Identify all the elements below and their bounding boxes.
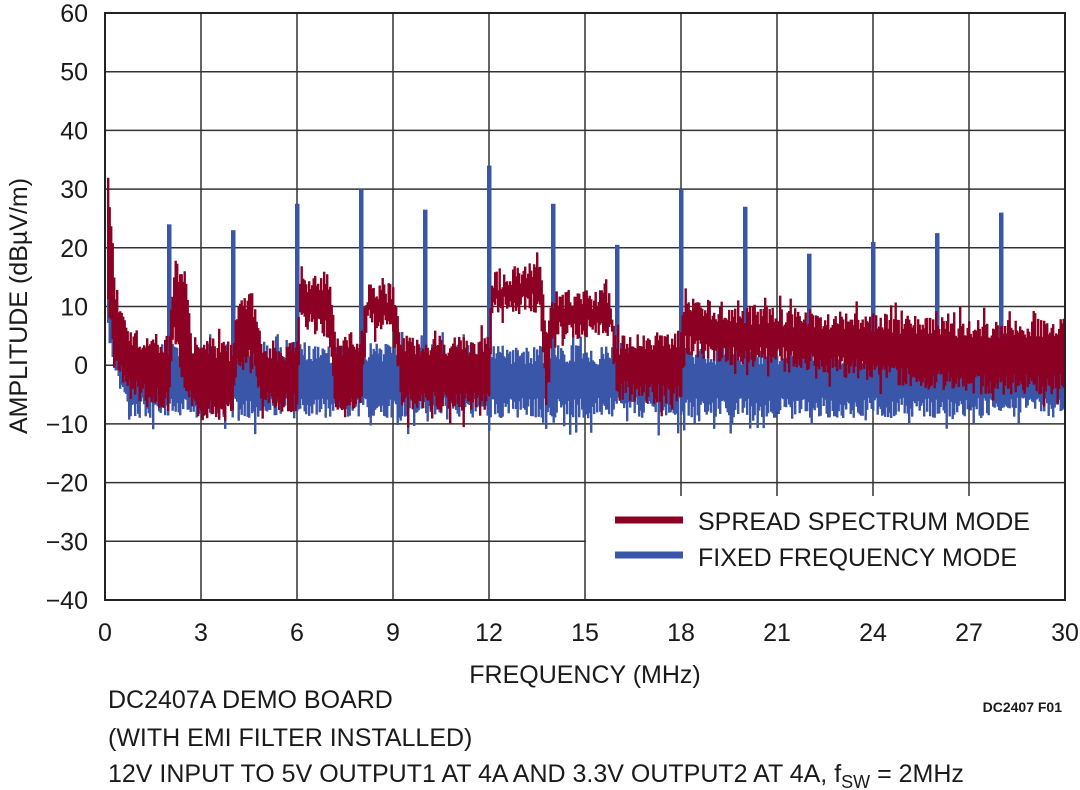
- legend-background: [586, 496, 1064, 599]
- harmonic-peak: [615, 244, 620, 366]
- note-line-3: 12V INPUT TO 5V OUTPUT1 AT 4A AND 3.3V O…: [108, 760, 964, 790]
- series-band: [107, 177, 1065, 428]
- x-tick-label: 27: [955, 619, 983, 647]
- harmonic-peak: [743, 206, 748, 366]
- harmonic-peak: [167, 224, 172, 366]
- harmonic-peak: [999, 212, 1004, 366]
- harmonic-peak: [231, 230, 236, 366]
- legend: SPREAD SPECTRUM MODE FIXED FREQUENCY MOD…: [586, 496, 1064, 599]
- x-tick-label: 15: [571, 619, 599, 647]
- x-tick-label: 0: [98, 619, 112, 647]
- x-tick-label: 21: [763, 619, 791, 647]
- legend-label-spread: SPREAD SPECTRUM MODE: [698, 508, 1030, 536]
- note-line-1: DC2407A DEMO BOARD: [108, 686, 393, 714]
- y-tick-label: 50: [60, 59, 88, 87]
- harmonic-peak: [935, 233, 940, 366]
- harmonic-peak: [679, 189, 684, 366]
- plot-frame: [104, 12, 1066, 601]
- x-axis-label: FREQUENCY (MHz): [469, 661, 700, 689]
- harmonic-peak: [487, 165, 492, 366]
- note-line-3-subscript: SW: [841, 772, 870, 790]
- figure-id: DC2407 F01: [983, 699, 1063, 715]
- x-tick-label: 6: [290, 619, 304, 647]
- y-tick-label: −30: [46, 528, 88, 556]
- plot-area: [107, 165, 1065, 436]
- tick-labels: 0 3 6 9 12 15 18 21 24 27 30 60 50 40 30 20 10 0 −10 −20 −30…: [46, 0, 1079, 647]
- y-tick-label: 0: [74, 352, 88, 380]
- y-tick-label: 30: [60, 176, 88, 204]
- legend-label-fixed: FIXED FREQUENCY MODE: [698, 544, 1017, 572]
- y-tick-label: −10: [46, 411, 88, 439]
- harmonic-peak: [551, 203, 556, 366]
- harmonic-peak: [295, 203, 300, 366]
- note-line-3-end: = 2MHz: [870, 760, 964, 788]
- x-tick-label: 12: [475, 619, 503, 647]
- x-tick-label: 24: [859, 619, 887, 647]
- y-axis-label: AMPLITUDE (dBµV/m): [5, 178, 33, 434]
- harmonic-peak: [423, 209, 428, 366]
- x-tick-label: 30: [1051, 619, 1079, 647]
- x-tick-label: 3: [194, 619, 208, 647]
- harmonic-peak: [871, 241, 876, 366]
- series-spread-spectrum: [107, 177, 1065, 428]
- y-tick-label: −20: [46, 470, 88, 498]
- x-tick-label: 9: [386, 619, 400, 647]
- harmonic-peak: [359, 189, 364, 366]
- y-tick-label: −40: [46, 587, 88, 615]
- x-tick-label: 18: [667, 619, 695, 647]
- y-tick-label: 10: [60, 294, 88, 322]
- note-line-3-main: 12V INPUT TO 5V OUTPUT1 AT 4A AND 3.3V O…: [108, 760, 841, 788]
- note-line-2: (WITH EMI FILTER INSTALLED): [108, 724, 472, 752]
- y-tick-label: 20: [60, 235, 88, 263]
- y-tick-label: 40: [60, 117, 88, 145]
- y-tick-label: 60: [60, 0, 88, 28]
